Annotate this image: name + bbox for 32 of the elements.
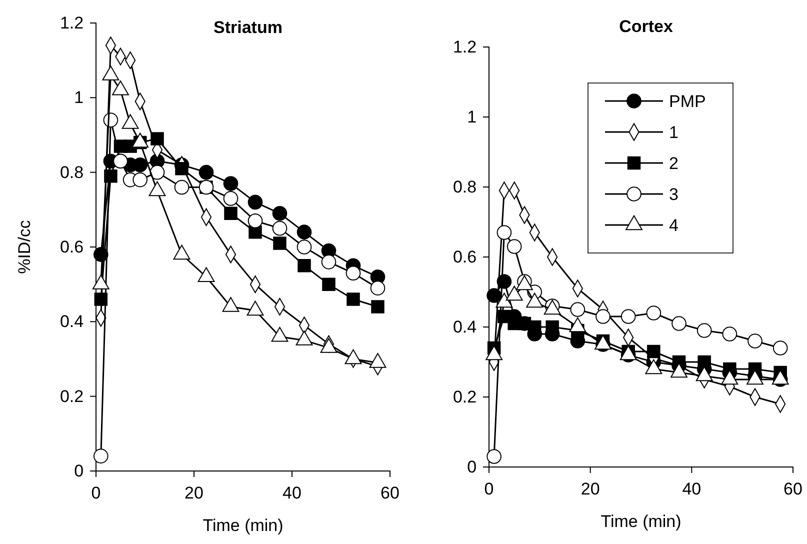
- x-tick-label: 40: [282, 484, 302, 503]
- legend-label: 2: [669, 154, 678, 173]
- x-tick-label: 0: [91, 484, 101, 503]
- x-tick-label: 20: [184, 484, 204, 503]
- legend-label: 3: [669, 185, 678, 204]
- y-tick-label: 0.6: [452, 247, 477, 266]
- y-tick-label: 1: [74, 88, 84, 108]
- y-tick-label: 0.6: [60, 237, 84, 256]
- x-tick-label: 60: [784, 480, 802, 499]
- y-tick-label: 1.2: [60, 13, 84, 32]
- y-tick-label: 0.4: [60, 312, 84, 332]
- y-tick-label: 0: [467, 457, 477, 476]
- y-tick-label: 0.2: [60, 386, 84, 406]
- x-tick-label: 0: [484, 480, 494, 499]
- legend-label: 1: [669, 123, 678, 142]
- legend-label: 4: [669, 216, 678, 235]
- y-tick-label: 1.2: [452, 37, 477, 56]
- chart-title: Cortex: [619, 17, 674, 36]
- y-tick-label: 0: [74, 461, 84, 480]
- chart-title: Striatum: [214, 18, 282, 37]
- x-axis-title: Time (min): [600, 512, 682, 531]
- x-tick-label: 60: [380, 484, 400, 503]
- y-tick-label: 0.4: [452, 317, 477, 336]
- y-tick-label: 0.8: [60, 162, 84, 182]
- y-tick-label: 0.8: [452, 177, 477, 196]
- x-tick-label: 20: [580, 480, 600, 499]
- y-axis-title: %ID/cc: [15, 220, 34, 274]
- x-tick-label: 40: [682, 480, 702, 499]
- y-tick-label: 1: [467, 107, 477, 126]
- legend-label: PMP: [669, 92, 706, 111]
- y-tick-label: 0.2: [452, 387, 477, 406]
- x-axis-title: Time (min): [202, 516, 284, 535]
